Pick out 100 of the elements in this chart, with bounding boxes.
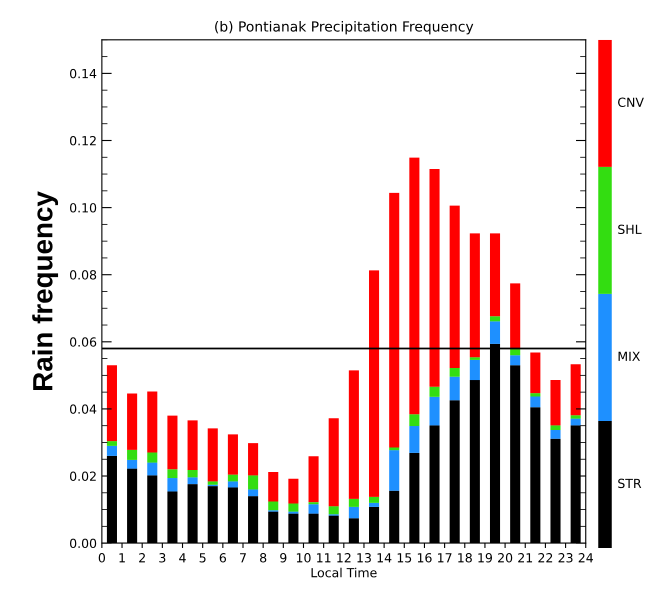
bar — [228, 481, 238, 488]
bar — [106, 441, 117, 446]
text: CNV — [618, 98, 644, 107]
bar — [208, 481, 218, 485]
x-tick-label: 10 — [296, 553, 311, 563]
bar — [188, 477, 198, 484]
bar — [450, 368, 460, 377]
bar — [106, 365, 117, 442]
bar — [308, 504, 319, 514]
x-tick-label: 11 — [317, 553, 330, 562]
bar — [328, 506, 339, 514]
bar — [147, 462, 158, 476]
x-tick-label: 20 — [498, 553, 512, 563]
x-tick-label: 0 — [98, 553, 106, 563]
bar — [470, 357, 480, 360]
bar — [348, 506, 359, 518]
bar — [288, 504, 298, 512]
bar — [389, 450, 400, 491]
bar — [550, 380, 561, 426]
x-tick-label: 7 — [240, 553, 246, 562]
bar — [147, 391, 158, 453]
bar — [530, 352, 540, 394]
y-tick-label: 0.06 — [70, 337, 96, 347]
bar — [550, 430, 561, 439]
bar — [248, 475, 258, 490]
bar — [389, 192, 400, 448]
x-tick-label: 19 — [478, 553, 492, 563]
bar — [167, 469, 178, 478]
y-axis-title: Rain frequency — [32, 191, 58, 390]
bar — [510, 349, 520, 356]
x-tick-label: 17 — [438, 553, 452, 562]
bar — [409, 158, 420, 414]
bar — [490, 233, 500, 316]
y-tick-label: 0.08 — [70, 270, 96, 280]
bar — [248, 489, 258, 496]
bar — [389, 447, 400, 450]
bar — [530, 396, 540, 408]
bar — [550, 425, 561, 430]
x-axis-title: Local Time — [312, 568, 377, 578]
bar — [167, 478, 178, 492]
bar — [570, 364, 581, 416]
x-tick-label: 21 — [518, 553, 532, 562]
bar — [228, 474, 238, 482]
bar — [127, 450, 138, 460]
bar — [268, 472, 278, 502]
x-tick-label: 15 — [398, 553, 412, 563]
x-tick-label: 5 — [200, 553, 206, 563]
bar — [268, 502, 278, 510]
bar — [450, 206, 460, 368]
x-tick-label: 4 — [179, 553, 186, 562]
x-tick-label: 6 — [220, 553, 226, 563]
bar — [409, 426, 420, 453]
bar — [167, 416, 178, 470]
x-tick-label: 13 — [357, 553, 371, 563]
bar — [369, 270, 380, 497]
y-tick-label: 0.10 — [70, 203, 96, 213]
bar — [490, 321, 500, 344]
bar — [429, 169, 440, 387]
x-tick-label: 14 — [378, 553, 392, 562]
bar — [248, 443, 258, 476]
bar — [530, 393, 540, 396]
bar — [429, 386, 440, 397]
bar — [450, 376, 460, 400]
bar — [147, 452, 158, 463]
x-tick-label: 23 — [558, 553, 573, 563]
x-tick-label: 24 — [578, 553, 593, 562]
y-tick-label: 0.12 — [70, 136, 96, 146]
bar — [570, 418, 581, 426]
x-tick-label: 8 — [260, 553, 266, 563]
y-tick-label: 0.14 — [70, 68, 96, 78]
text: SHL — [618, 224, 642, 234]
x-tick-label: 22 — [538, 553, 552, 562]
bar — [348, 370, 359, 499]
bar — [470, 233, 480, 358]
text: MIX — [618, 352, 640, 361]
x-tick-label: 9 — [280, 553, 286, 563]
bar — [106, 446, 117, 456]
chart-title: (b) Pontianak Precipitation Frequency — [215, 20, 474, 34]
x-tick-label: 1 — [119, 553, 125, 562]
text: STR — [618, 478, 642, 488]
bar — [188, 470, 198, 478]
bar — [127, 393, 138, 450]
bar — [510, 355, 520, 366]
x-tick-label: 2 — [139, 553, 145, 562]
y-tick-label: 0.04 — [70, 404, 96, 414]
x-tick-label: 16 — [418, 553, 432, 563]
bar — [188, 420, 198, 470]
bar — [510, 283, 520, 350]
bar — [328, 418, 339, 506]
bar — [127, 460, 138, 469]
x-tick-label: 12 — [337, 553, 351, 562]
bar — [308, 456, 319, 502]
bar — [208, 428, 218, 482]
bar — [409, 414, 420, 426]
x-tick-label: 3 — [159, 553, 166, 563]
y-tick-label: 0.02 — [70, 471, 96, 481]
bar — [348, 498, 359, 507]
bar — [490, 316, 500, 322]
x-tick-label: 18 — [458, 553, 472, 563]
bar — [369, 496, 380, 503]
